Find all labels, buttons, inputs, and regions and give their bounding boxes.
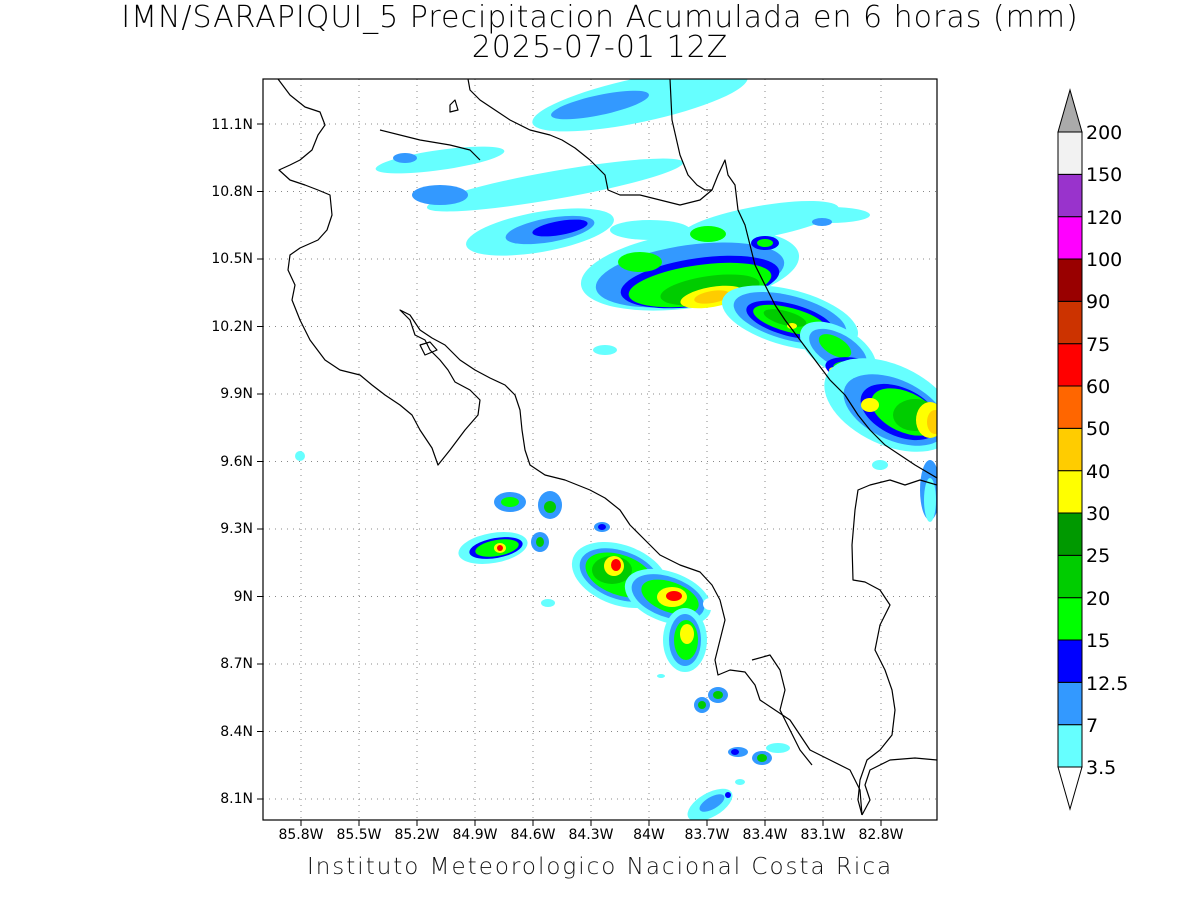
colorbar-label: 100 [1086,249,1122,271]
colorbar-label: 25 [1086,545,1110,567]
lon-label: 85.2W [394,827,439,843]
colorbar-swatch [1057,427,1083,472]
lon-label: 83.7W [684,827,729,843]
colorbar-label: 15 [1086,630,1110,652]
lat-label: 10.5N [211,251,253,267]
pacific-convective-cells [295,451,790,820]
colorbar-label: 20 [1086,588,1110,610]
colorbar-swatch [1057,216,1083,260]
colorbar-label: 30 [1086,503,1110,525]
coastlines-and-borders [277,79,937,816]
colorbar-label: 120 [1086,207,1122,229]
colorbar-label: 50 [1086,418,1110,440]
colorbar: 200 150 120 100 90 75 60 50 40 30 25 20 … [1057,88,1128,811]
colorbar-label: 12.5 [1086,673,1128,695]
lon-label: 84.6W [510,827,555,843]
lat-label: 8.4N [220,724,253,740]
colorbar-upper-arrow [1057,88,1083,133]
lat-label: 10.8N [211,184,253,200]
longitude-axis: 85.8W 85.5W 85.2W 84.9W 84.6W 84.3W 84W … [278,820,904,843]
colorbar-swatch [1057,554,1083,599]
lon-label: 82.8W [858,827,903,843]
colorbar-swatch [1057,597,1083,641]
colorbar-swatch [1057,343,1083,387]
colorbar-label: 7 [1086,715,1098,737]
lat-label: 9.9N [220,386,253,402]
lon-label: 83.1W [800,827,845,843]
colorbar-swatch [1057,470,1083,514]
lat-label: 10.2N [211,319,253,335]
lat-label: 8.7N [220,656,253,672]
colorbar-swatch [1057,724,1083,768]
lon-label: 83.4W [742,827,787,843]
colorbar-swatch [1057,173,1083,218]
colorbar-label: 90 [1086,291,1110,313]
colorbar-swatch [1057,131,1083,175]
map-title: IMN/SARAPIQUI_5 Precipitacion Acumulada … [121,0,1079,35]
colorbar-lower-arrow [1057,766,1083,811]
colorbar-label: 200 [1086,122,1122,144]
lon-label: 84W [633,827,665,843]
colorbar-swatch [1057,385,1083,429]
colorbar-label: 150 [1086,164,1122,186]
colorbar-label: 40 [1086,461,1110,483]
lon-label: 84.9W [452,827,497,843]
colorbar-label: 3.5 [1086,757,1116,779]
colorbar-label: 60 [1086,376,1110,398]
precipitation-field [295,79,937,820]
lat-label: 9.6N [220,454,253,470]
lat-label: 9N [234,589,253,605]
lon-label: 84.3W [568,827,613,843]
footer-credit: Instituto Meteorologico Nacional Costa R… [306,854,894,880]
colorbar-swatch [1057,681,1083,726]
colorbar-swatch [1057,639,1083,683]
lat-label: 8.1N [220,791,253,807]
map-frame [262,78,938,821]
lon-label: 85.8W [278,827,323,843]
lat-label: 11.1N [211,117,253,133]
colorbar-label: 75 [1086,334,1110,356]
lon-label: 85.5W [336,827,381,843]
caribbean-rain-band [580,226,937,522]
latitude-axis: 11.1N 10.8N 10.5N 10.2N 9.9N 9.6N 9.3N 9… [211,117,263,807]
colorbar-swatch [1057,300,1083,345]
colorbar-swatch [1057,512,1083,556]
colorbar-swatch [1057,258,1083,302]
lat-label: 9.3N [220,521,253,537]
map-datetime: 2025-07-01 12Z [471,30,729,65]
